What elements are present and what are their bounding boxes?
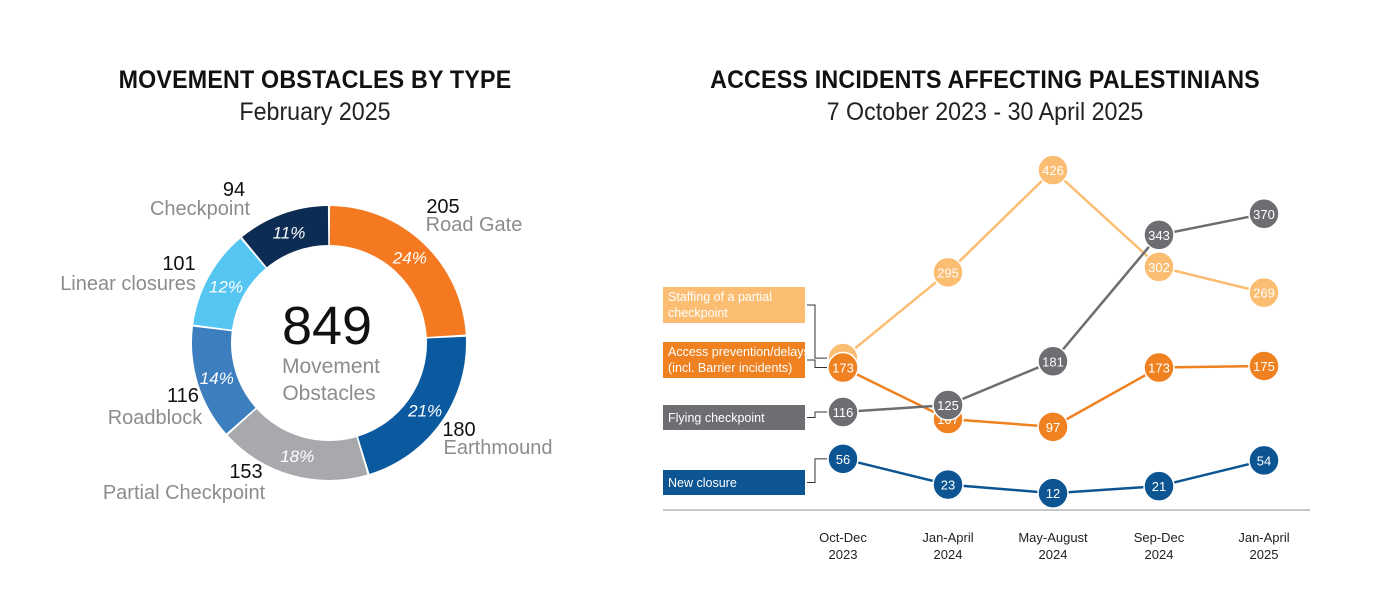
- point-label-flying-checkpoint-2: 181: [1042, 354, 1064, 369]
- point-label-new-closure-0: 56: [836, 452, 850, 467]
- donut-value-road-gate: 205: [426, 196, 459, 218]
- point-label-staffing-of-a-partial-checkpoint-2: 426: [1042, 163, 1064, 178]
- point-label-new-closure-2: 12: [1046, 486, 1060, 501]
- donut-value-linear-closures: 101: [162, 253, 195, 275]
- legend-box-flying-checkpoint: [663, 405, 805, 430]
- point-label-staffing-of-a-partial-checkpoint-3: 302: [1148, 260, 1170, 275]
- point-label-new-closure-1: 23: [941, 478, 955, 493]
- point-label-access-prevention-delays-incl-barrier-incidents-2: 97: [1046, 420, 1060, 435]
- legend-box-staffing-of-a-partial-checkpoint: [663, 287, 805, 323]
- donut-percent-roadblock: 14%: [200, 369, 234, 388]
- legend-label-access-prevention-delays-incl-barrier-incidents: Access prevention/delays (incl. Barrier i…: [668, 345, 810, 375]
- point-access-prevention-delays-incl-barrier-incidents-4: [1248, 350, 1280, 382]
- donut-center-label-2: Obstacles: [282, 382, 375, 405]
- donut-value-roadblock: 116: [167, 385, 199, 407]
- point-label-flying-checkpoint-1: 125: [937, 398, 959, 413]
- point-flying-checkpoint-0: [827, 396, 859, 428]
- point-staffing-of-a-partial-checkpoint-3: [1143, 251, 1175, 283]
- donut-slice-road-gate: [329, 206, 466, 337]
- point-new-closure-1: [932, 468, 964, 501]
- point-label-new-closure-3: 21: [1152, 479, 1166, 494]
- series-line-flying-checkpoint: [842, 212, 1265, 414]
- point-access-prevention-delays-incl-barrier-incidents-0: [827, 351, 859, 384]
- legend-connector-access-prevention-delays-incl-barrier-incidents: [807, 359, 827, 369]
- donut-label-road-gate: Road Gate: [426, 214, 523, 236]
- point-label-flying-checkpoint-4: 370: [1253, 207, 1275, 222]
- donut-slice-partial-checkpoint: [227, 408, 368, 480]
- point-label-access-prevention-delays-incl-barrier-incidents-0: 173: [832, 361, 854, 376]
- donut-slice-linear-closures: [193, 238, 266, 330]
- donut-title: MOVEMENT OBSTACLES BY TYPE: [118, 66, 512, 94]
- donut-center-label-1: Movement: [282, 355, 380, 378]
- x-tick-label-3: Sep-Dec 2024: [1134, 530, 1185, 562]
- legend-box-access-prevention-delays-incl-barrier-incidents: [663, 342, 805, 378]
- donut-percent-road-gate: 24%: [392, 249, 427, 268]
- legend-connector-staffing-of-a-partial-checkpoint: [807, 304, 827, 359]
- donut-value-earthmound: 180: [442, 419, 475, 441]
- x-tick-label-1: Jan-April 2024: [922, 530, 973, 562]
- point-new-closure-3: [1143, 470, 1175, 502]
- donut-label-linear-closures: Linear closures: [60, 273, 196, 295]
- legend-label-staffing-of-a-partial-checkpoint: Staffing of a partial checkpoint: [668, 290, 772, 320]
- point-label-access-prevention-delays-incl-barrier-incidents-4: 175: [1253, 359, 1275, 374]
- point-label-flying-checkpoint-0: 116: [833, 405, 854, 420]
- point-new-closure-0: [827, 443, 859, 475]
- point-access-prevention-delays-incl-barrier-incidents-2: [1037, 411, 1069, 443]
- donut-percent-linear-closures: 12%: [209, 278, 243, 297]
- point-new-closure-4: [1248, 444, 1280, 477]
- donut-value-checkpoint: 94: [223, 179, 245, 201]
- donut-value-partial-checkpoint: 153: [229, 461, 262, 483]
- x-tick-label-4: Jan-April 2025: [1238, 530, 1289, 562]
- point-staffing-of-a-partial-checkpoint-1: [932, 256, 964, 289]
- x-tick-label-0: Oct-Dec 2023: [819, 530, 867, 562]
- point-access-prevention-delays-incl-barrier-incidents-3: [1143, 351, 1175, 384]
- point-staffing-of-a-partial-checkpoint-4: [1248, 276, 1280, 309]
- point-flying-checkpoint-2: [1037, 345, 1069, 378]
- point-new-closure-2: [1037, 477, 1069, 509]
- line-panel: ACCESS INCIDENTS AFFECTING PALESTINIANS …: [660, 0, 1376, 593]
- point-flying-checkpoint-1: [932, 389, 964, 421]
- point-label-staffing-of-a-partial-checkpoint-4: 269: [1253, 286, 1275, 301]
- donut-label-roadblock: Roadblock: [108, 407, 204, 429]
- donut-slice-earthmound: [357, 336, 466, 474]
- line-title: ACCESS INCIDENTS AFFECTING PALESTINIANS: [710, 66, 1260, 94]
- donut-percent-checkpoint: 11%: [273, 224, 306, 243]
- point-flying-checkpoint-4: [1248, 198, 1280, 230]
- legend-box-new-closure: [663, 470, 805, 495]
- point-flying-checkpoint-3: [1143, 219, 1175, 251]
- line-subtitle: 7 October 2023 - 30 April 2025: [826, 98, 1144, 126]
- point-label-access-prevention-delays-incl-barrier-incidents-3: 173: [1148, 361, 1170, 376]
- donut-label-checkpoint: Checkpoint: [150, 198, 251, 220]
- donut-label-partial-checkpoint: Partial Checkpoint: [103, 482, 266, 504]
- legend-label-new-closure: New closure: [668, 476, 737, 490]
- series-line-staffing-of-a-partial-checkpoint: [842, 168, 1265, 360]
- donut-percent-earthmound: 21%: [407, 402, 442, 421]
- donut-percent-partial-checkpoint: 18%: [280, 447, 314, 466]
- legend-label-flying-checkpoint: Flying checkpoint: [668, 411, 765, 425]
- point-label-staffing-of-a-partial-checkpoint-1: 295: [937, 265, 959, 280]
- donut-center-value: 849: [282, 296, 372, 356]
- donut-slice-roadblock: [191, 326, 256, 434]
- donut-label-earthmound: Earthmound: [444, 437, 553, 459]
- donut-subtitle: February 2025: [239, 98, 391, 126]
- donut-panel: MOVEMENT OBSTACLES BY TYPE February 2025…: [0, 0, 660, 593]
- x-tick-label-2: May-August 2024: [1018, 530, 1088, 562]
- point-label-flying-checkpoint-3: 343: [1148, 228, 1170, 243]
- point-label-new-closure-4: 54: [1257, 453, 1271, 468]
- donut-slice-checkpoint: [242, 206, 329, 268]
- legend-connector-flying-checkpoint: [807, 411, 827, 418]
- legend-connector-new-closure: [807, 458, 827, 483]
- point-staffing-of-a-partial-checkpoint-2: [1037, 154, 1069, 186]
